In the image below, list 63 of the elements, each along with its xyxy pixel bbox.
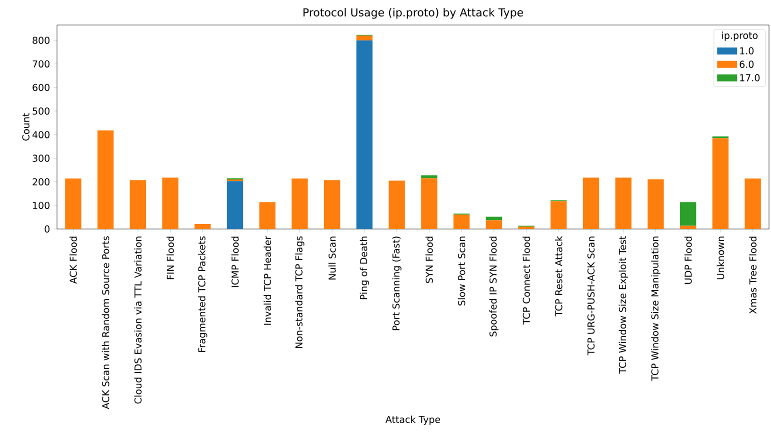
bar <box>615 178 632 229</box>
bar <box>259 202 276 229</box>
bar <box>680 202 696 226</box>
bar <box>130 180 146 229</box>
bar <box>421 178 438 229</box>
x-tick-label: SYN Flood <box>426 236 433 283</box>
bar <box>486 216 502 220</box>
x-tick-label: TCP Window Size Manipulation <box>651 236 660 381</box>
legend-label: 1.0 <box>740 47 754 54</box>
y-tick-label: 300 <box>32 154 50 162</box>
x-tick-label: Non-standard TCP Flags <box>295 236 304 348</box>
bar <box>356 36 373 40</box>
y-tick-label: 600 <box>32 84 50 92</box>
y-tick-label: 500 <box>32 107 50 115</box>
x-tick-label: Port Scanning (Fast) <box>392 236 402 330</box>
bar <box>421 175 438 178</box>
bar <box>744 178 761 229</box>
y-tick-label: 200 <box>32 178 50 186</box>
x-tick-label: Xmas Tree Flood <box>749 236 757 314</box>
x-tick-label: Invalid TCP Header <box>264 236 272 325</box>
y-tick-label: 700 <box>32 60 50 68</box>
legend-label: 6.0 <box>740 60 754 68</box>
legend-title: ip.proto <box>722 32 758 41</box>
bar <box>550 201 567 229</box>
bar <box>226 181 244 229</box>
y-tick-label: 100 <box>33 202 50 210</box>
bar <box>388 180 405 229</box>
legend-label: 17.0 <box>740 74 760 82</box>
y-tick-label: 400 <box>32 131 50 138</box>
x-tick-label: UDP Flood <box>684 236 692 284</box>
x-tick-label: TCP Connect Flood <box>522 236 530 325</box>
bar <box>292 178 308 229</box>
bar <box>194 224 211 229</box>
bar <box>648 179 664 229</box>
bar <box>680 226 696 229</box>
x-tick-label: ACK Scan with Random Source Ports <box>102 236 110 410</box>
bar <box>582 178 600 229</box>
x-tick-label: FIN Flood <box>166 236 174 280</box>
y-axis-title: Count <box>22 113 30 141</box>
y-tick-label: 800 <box>32 36 50 44</box>
x-tick-label: TCP Reset Attack <box>554 236 562 316</box>
bar <box>65 178 82 229</box>
x-tick-label: Fragmented TCP Packets <box>198 236 208 352</box>
bar <box>97 130 114 229</box>
x-tick-label: TCP URG-PUSH-ACK Scan <box>587 236 595 356</box>
x-tick-label: Spoofed IP SYN Flood <box>489 236 499 336</box>
x-tick-label: Cloud IDS Evasion via TTL Variation <box>134 236 142 404</box>
bar <box>453 214 470 229</box>
bar <box>162 178 178 229</box>
x-tick-label: ACK Flood <box>70 236 77 284</box>
x-tick-label: Slow Port Scan <box>458 236 466 306</box>
x-tick-label: TCP Window Size Exploit Test <box>618 236 628 374</box>
x-tick-label: Unknown <box>716 236 724 280</box>
x-tick-label: Null Scan <box>328 236 336 280</box>
bar <box>324 180 340 229</box>
x-tick-label: Ping of Death <box>360 236 370 300</box>
x-tick-label: ICMP Flood <box>231 236 239 288</box>
bar <box>356 40 373 229</box>
y-tick-label: 0 <box>44 225 50 233</box>
chart-title: Protocol Usage (ip.proto) by Attack Type <box>304 8 524 19</box>
bar <box>712 138 729 229</box>
x-axis-title: Attack Type <box>386 416 440 425</box>
bar <box>486 220 502 229</box>
